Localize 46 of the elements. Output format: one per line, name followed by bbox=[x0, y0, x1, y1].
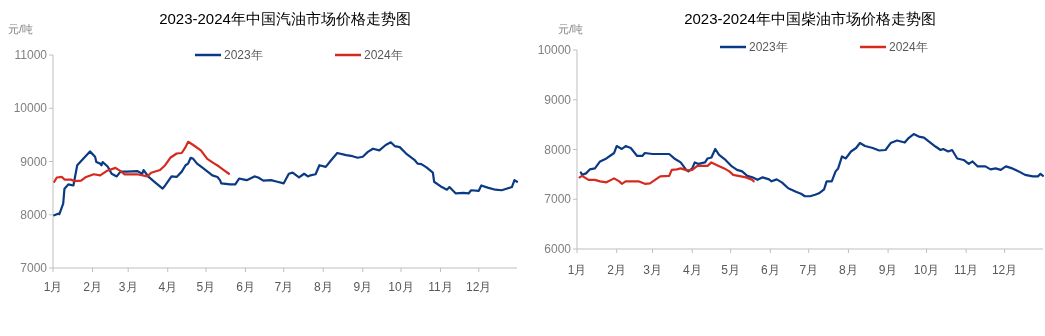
y-tick-label: 8000 bbox=[544, 142, 572, 157]
x-tick-label: 3月 bbox=[118, 280, 138, 294]
line-series bbox=[578, 161, 755, 185]
x-tick-label: 8月 bbox=[313, 280, 333, 294]
legend-label: 2023年 bbox=[224, 48, 263, 62]
x-tick-label: 11月 bbox=[953, 263, 979, 277]
line-series bbox=[579, 132, 1045, 198]
y-tick-label: 10000 bbox=[537, 43, 572, 57]
x-tick-label: 6月 bbox=[236, 280, 255, 294]
x-tick-label: 7月 bbox=[274, 280, 294, 294]
y-tick-label: 7000 bbox=[20, 261, 48, 275]
x-tick-label: 2月 bbox=[607, 263, 627, 277]
y-axis-title: 元/吨 bbox=[8, 23, 34, 35]
y-tick-label: 9000 bbox=[20, 154, 48, 169]
x-tick-label: 12月 bbox=[991, 263, 1018, 277]
x-tick-label: 5月 bbox=[196, 280, 216, 294]
x-tick-label: 6月 bbox=[760, 263, 780, 277]
chart-title: 2023-2024年中国汽油市场价格走势图 bbox=[159, 10, 411, 27]
x-tick-label: 7月 bbox=[799, 263, 819, 277]
x-tick-label: 8月 bbox=[839, 263, 858, 277]
x-tick-label: 10月 bbox=[913, 263, 940, 277]
y-tick-label: 11000 bbox=[14, 48, 48, 62]
legend-label: 2024年 bbox=[889, 40, 928, 54]
x-tick-label: 10月 bbox=[388, 280, 414, 294]
x-tick-label: 9月 bbox=[353, 280, 373, 294]
y-tick-label: 6000 bbox=[544, 242, 572, 256]
legend-label: 2024年 bbox=[364, 48, 403, 62]
y-axis-title: 元/吨 bbox=[558, 23, 584, 35]
x-tick-label: 4月 bbox=[682, 263, 702, 277]
line-series bbox=[53, 140, 231, 183]
line-series bbox=[53, 141, 519, 217]
x-tick-label: 12月 bbox=[466, 280, 492, 294]
y-tick-label: 10000 bbox=[13, 101, 48, 116]
x-tick-label: 11月 bbox=[428, 280, 453, 294]
y-tick-label: 8000 bbox=[20, 207, 48, 222]
x-tick-label: 1月 bbox=[567, 263, 587, 277]
chart-title: 2023-2024年中国柴油市场价格走势图 bbox=[684, 10, 936, 27]
legend-label: 2023年 bbox=[749, 40, 788, 54]
x-tick-label: 2月 bbox=[83, 280, 102, 294]
x-tick-label: 3月 bbox=[643, 263, 662, 277]
x-tick-label: 9月 bbox=[878, 263, 898, 277]
x-tick-label: 1月 bbox=[43, 280, 63, 294]
x-tick-label: 5月 bbox=[721, 263, 740, 277]
x-tick-label: 4月 bbox=[158, 280, 178, 294]
y-tick-label: 9000 bbox=[544, 92, 572, 107]
y-tick-label: 7000 bbox=[544, 192, 572, 207]
